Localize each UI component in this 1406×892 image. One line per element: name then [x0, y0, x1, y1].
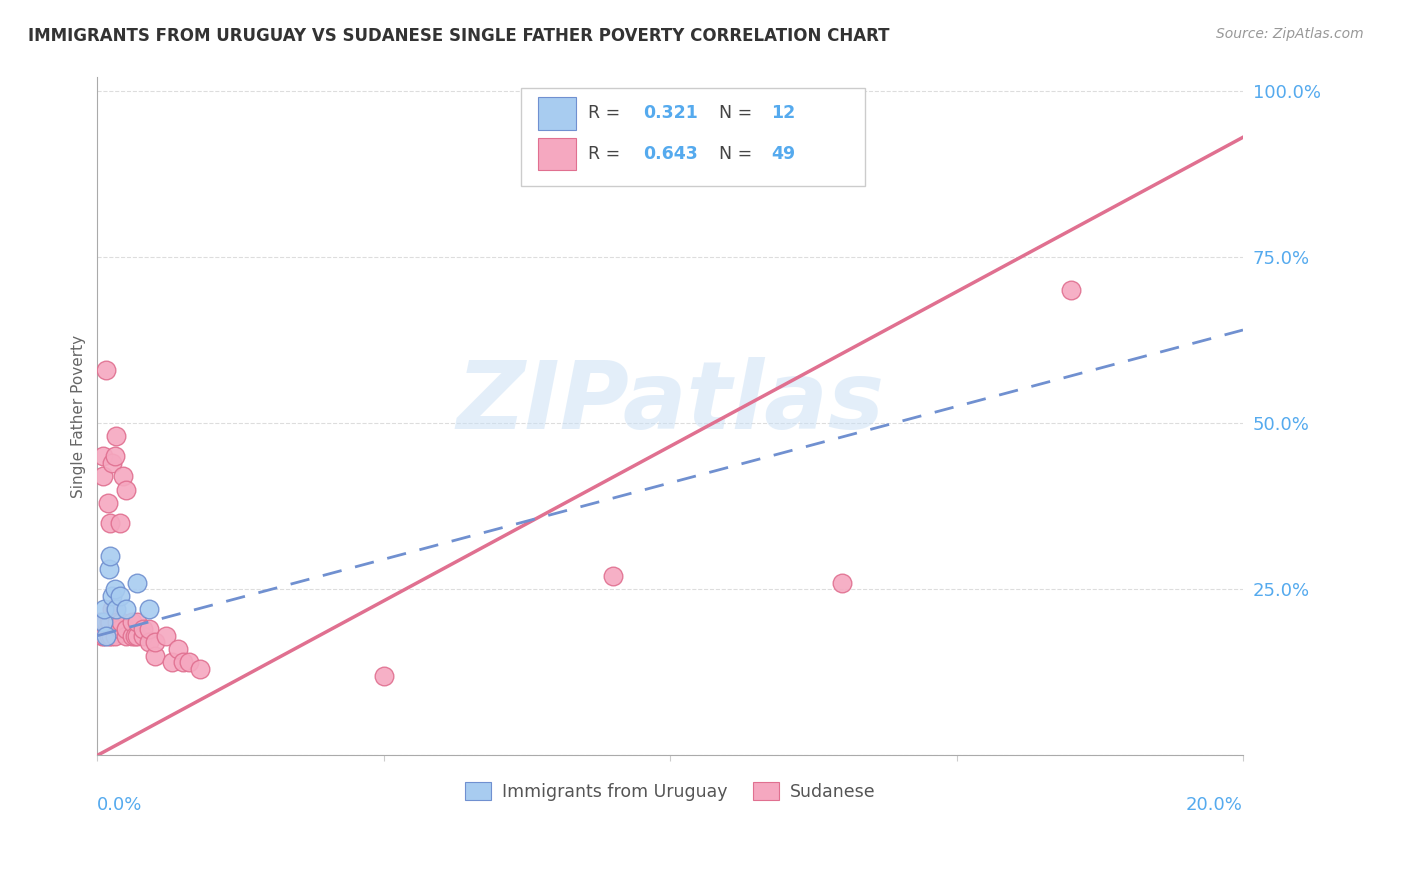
FancyBboxPatch shape	[538, 97, 576, 129]
Text: Source: ZipAtlas.com: Source: ZipAtlas.com	[1216, 27, 1364, 41]
Point	[98, 615, 121, 630]
Point	[104, 429, 127, 443]
Point	[190, 662, 212, 676]
Point	[115, 602, 138, 616]
Point	[103, 629, 125, 643]
Point	[91, 469, 114, 483]
Point	[97, 562, 120, 576]
FancyBboxPatch shape	[522, 87, 865, 186]
Point	[155, 629, 177, 643]
Point	[91, 450, 114, 464]
Point	[115, 622, 138, 636]
Text: R =: R =	[588, 145, 626, 163]
Text: 0.321: 0.321	[643, 104, 697, 122]
Point	[94, 363, 117, 377]
Point	[97, 615, 120, 630]
Text: N =: N =	[720, 104, 758, 122]
Point	[602, 569, 624, 583]
Text: 0.0%: 0.0%	[97, 796, 143, 814]
Point	[115, 629, 138, 643]
Point	[110, 589, 132, 603]
Text: 20.0%: 20.0%	[1187, 796, 1243, 814]
Point	[93, 602, 115, 616]
Point	[132, 629, 155, 643]
Point	[127, 575, 149, 590]
Point	[166, 642, 188, 657]
Point	[91, 615, 114, 630]
Point	[94, 629, 117, 643]
Point	[100, 589, 122, 603]
Point	[100, 602, 122, 616]
Point	[143, 648, 166, 663]
Point	[105, 615, 128, 630]
Point	[138, 635, 160, 649]
Point	[1060, 283, 1083, 297]
Point	[104, 602, 127, 616]
Point	[89, 615, 111, 630]
Point	[94, 615, 117, 630]
Point	[124, 629, 146, 643]
Text: N =: N =	[720, 145, 758, 163]
Point	[177, 655, 200, 669]
Point	[100, 456, 122, 470]
Point	[98, 549, 121, 563]
Point	[110, 622, 132, 636]
FancyBboxPatch shape	[538, 137, 576, 170]
Point	[373, 668, 395, 682]
Point	[97, 629, 120, 643]
Point	[110, 615, 132, 630]
Text: 12: 12	[770, 104, 796, 122]
Point	[138, 602, 160, 616]
Point	[94, 615, 117, 630]
Text: ZIPatlas: ZIPatlas	[456, 357, 884, 449]
Point	[103, 602, 125, 616]
Legend: Immigrants from Uruguay, Sudanese: Immigrants from Uruguay, Sudanese	[458, 775, 882, 807]
Point	[172, 655, 194, 669]
Point	[97, 496, 120, 510]
Point	[160, 655, 183, 669]
Point	[121, 629, 143, 643]
Point	[112, 469, 135, 483]
Point	[90, 629, 112, 643]
Point	[110, 516, 132, 530]
Point	[831, 575, 853, 590]
Point	[98, 516, 121, 530]
Y-axis label: Single Father Poverty: Single Father Poverty	[72, 334, 86, 498]
Point	[143, 635, 166, 649]
Point	[127, 615, 149, 630]
Point	[93, 629, 115, 643]
Point	[121, 615, 143, 630]
Point	[138, 622, 160, 636]
Point	[100, 629, 122, 643]
Text: 0.643: 0.643	[643, 145, 697, 163]
Point	[127, 629, 149, 643]
Text: 49: 49	[770, 145, 796, 163]
Text: IMMIGRANTS FROM URUGUAY VS SUDANESE SINGLE FATHER POVERTY CORRELATION CHART: IMMIGRANTS FROM URUGUAY VS SUDANESE SING…	[28, 27, 890, 45]
Text: R =: R =	[588, 104, 626, 122]
Point	[103, 450, 125, 464]
Point	[132, 622, 155, 636]
Point	[103, 582, 125, 597]
Point	[115, 483, 138, 497]
